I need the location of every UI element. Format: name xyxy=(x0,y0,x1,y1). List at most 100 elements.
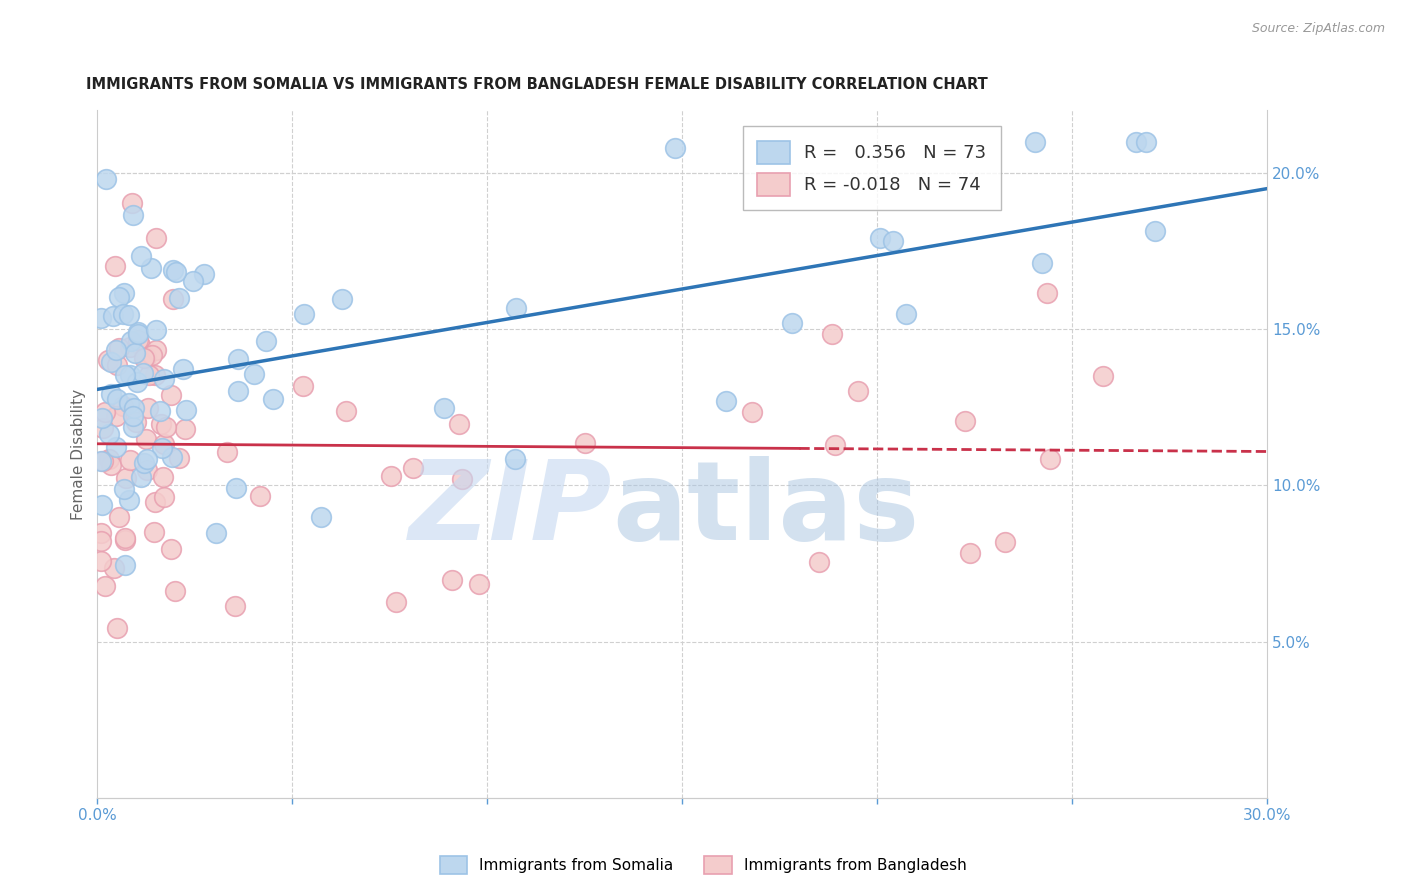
Point xyxy=(114,368,136,382)
Point xyxy=(118,340,141,354)
Point xyxy=(225,482,247,496)
Point xyxy=(103,561,125,575)
Point xyxy=(136,452,159,467)
Legend: Immigrants from Somalia, Immigrants from Bangladesh: Immigrants from Somalia, Immigrants from… xyxy=(433,850,973,880)
Point xyxy=(142,524,165,539)
Point xyxy=(114,533,136,547)
Point xyxy=(309,510,332,524)
Point xyxy=(97,452,120,467)
Point xyxy=(132,456,155,470)
Point xyxy=(94,405,117,419)
Point xyxy=(959,546,981,560)
Point xyxy=(162,263,184,277)
Text: IMMIGRANTS FROM SOMALIA VS IMMIGRANTS FROM BANGLADESH FEMALE DISABILITY CORRELAT: IMMIGRANTS FROM SOMALIA VS IMMIGRANTS FR… xyxy=(86,78,987,93)
Point xyxy=(125,375,148,389)
Point xyxy=(117,493,139,508)
Point xyxy=(129,469,152,483)
Point xyxy=(467,577,489,591)
Point xyxy=(193,267,215,281)
Point xyxy=(138,368,160,383)
Point xyxy=(243,367,266,381)
Point xyxy=(143,495,166,509)
Point xyxy=(215,444,238,458)
Point xyxy=(821,326,844,341)
Point xyxy=(249,489,271,503)
Point xyxy=(145,231,167,245)
Point xyxy=(780,316,803,330)
Point xyxy=(124,346,146,360)
Text: Source: ZipAtlas.com: Source: ZipAtlas.com xyxy=(1251,22,1385,36)
Text: atlas: atlas xyxy=(612,456,920,563)
Point xyxy=(505,452,527,467)
Point xyxy=(440,573,463,587)
Legend: R =   0.356   N = 73, R = -0.018   N = 74: R = 0.356 N = 73, R = -0.018 N = 74 xyxy=(742,126,1001,211)
Point xyxy=(451,472,474,486)
Point xyxy=(155,419,177,434)
Point xyxy=(292,378,315,392)
Point xyxy=(433,401,456,416)
Point xyxy=(172,361,194,376)
Point xyxy=(226,352,249,367)
Point xyxy=(1024,135,1046,149)
Point xyxy=(118,396,141,410)
Point xyxy=(330,292,353,306)
Point xyxy=(100,355,122,369)
Point xyxy=(159,388,181,402)
Text: ZIP: ZIP xyxy=(409,456,612,563)
Point xyxy=(574,436,596,450)
Point xyxy=(90,553,112,567)
Point xyxy=(97,353,120,368)
Point xyxy=(108,290,131,304)
Point xyxy=(127,334,149,348)
Point xyxy=(118,368,141,382)
Point xyxy=(120,453,142,467)
Point xyxy=(127,325,149,339)
Point xyxy=(1125,135,1147,149)
Point xyxy=(135,350,157,364)
Point xyxy=(141,348,163,362)
Point xyxy=(115,471,138,485)
Point xyxy=(882,234,904,248)
Point xyxy=(91,421,114,435)
Point xyxy=(98,426,121,441)
Point xyxy=(122,401,145,415)
Point xyxy=(90,526,112,541)
Point xyxy=(104,259,127,273)
Point xyxy=(120,334,142,348)
Point xyxy=(108,510,131,524)
Point xyxy=(143,368,166,383)
Point xyxy=(145,343,167,357)
Point xyxy=(846,384,869,399)
Point xyxy=(145,322,167,336)
Point xyxy=(150,441,173,455)
Point xyxy=(94,171,117,186)
Point xyxy=(104,409,127,423)
Point xyxy=(138,401,160,416)
Point xyxy=(380,469,402,483)
Point xyxy=(894,308,917,322)
Point xyxy=(807,555,830,569)
Point xyxy=(131,366,153,380)
Point xyxy=(153,372,176,386)
Point xyxy=(181,274,204,288)
Point xyxy=(105,392,128,407)
Point xyxy=(204,525,226,540)
Point xyxy=(90,499,112,513)
Point xyxy=(163,584,186,599)
Point xyxy=(90,454,112,468)
Point xyxy=(107,341,129,355)
Point xyxy=(125,415,148,429)
Point xyxy=(1144,224,1167,238)
Point xyxy=(111,306,134,320)
Point xyxy=(105,440,128,454)
Point xyxy=(335,403,357,417)
Point xyxy=(174,403,197,417)
Point xyxy=(91,454,114,468)
Point xyxy=(90,310,112,325)
Point xyxy=(447,417,470,431)
Point xyxy=(101,309,124,323)
Y-axis label: Female Disability: Female Disability xyxy=(72,389,86,520)
Point xyxy=(953,414,976,428)
Point xyxy=(121,195,143,210)
Point xyxy=(111,399,134,413)
